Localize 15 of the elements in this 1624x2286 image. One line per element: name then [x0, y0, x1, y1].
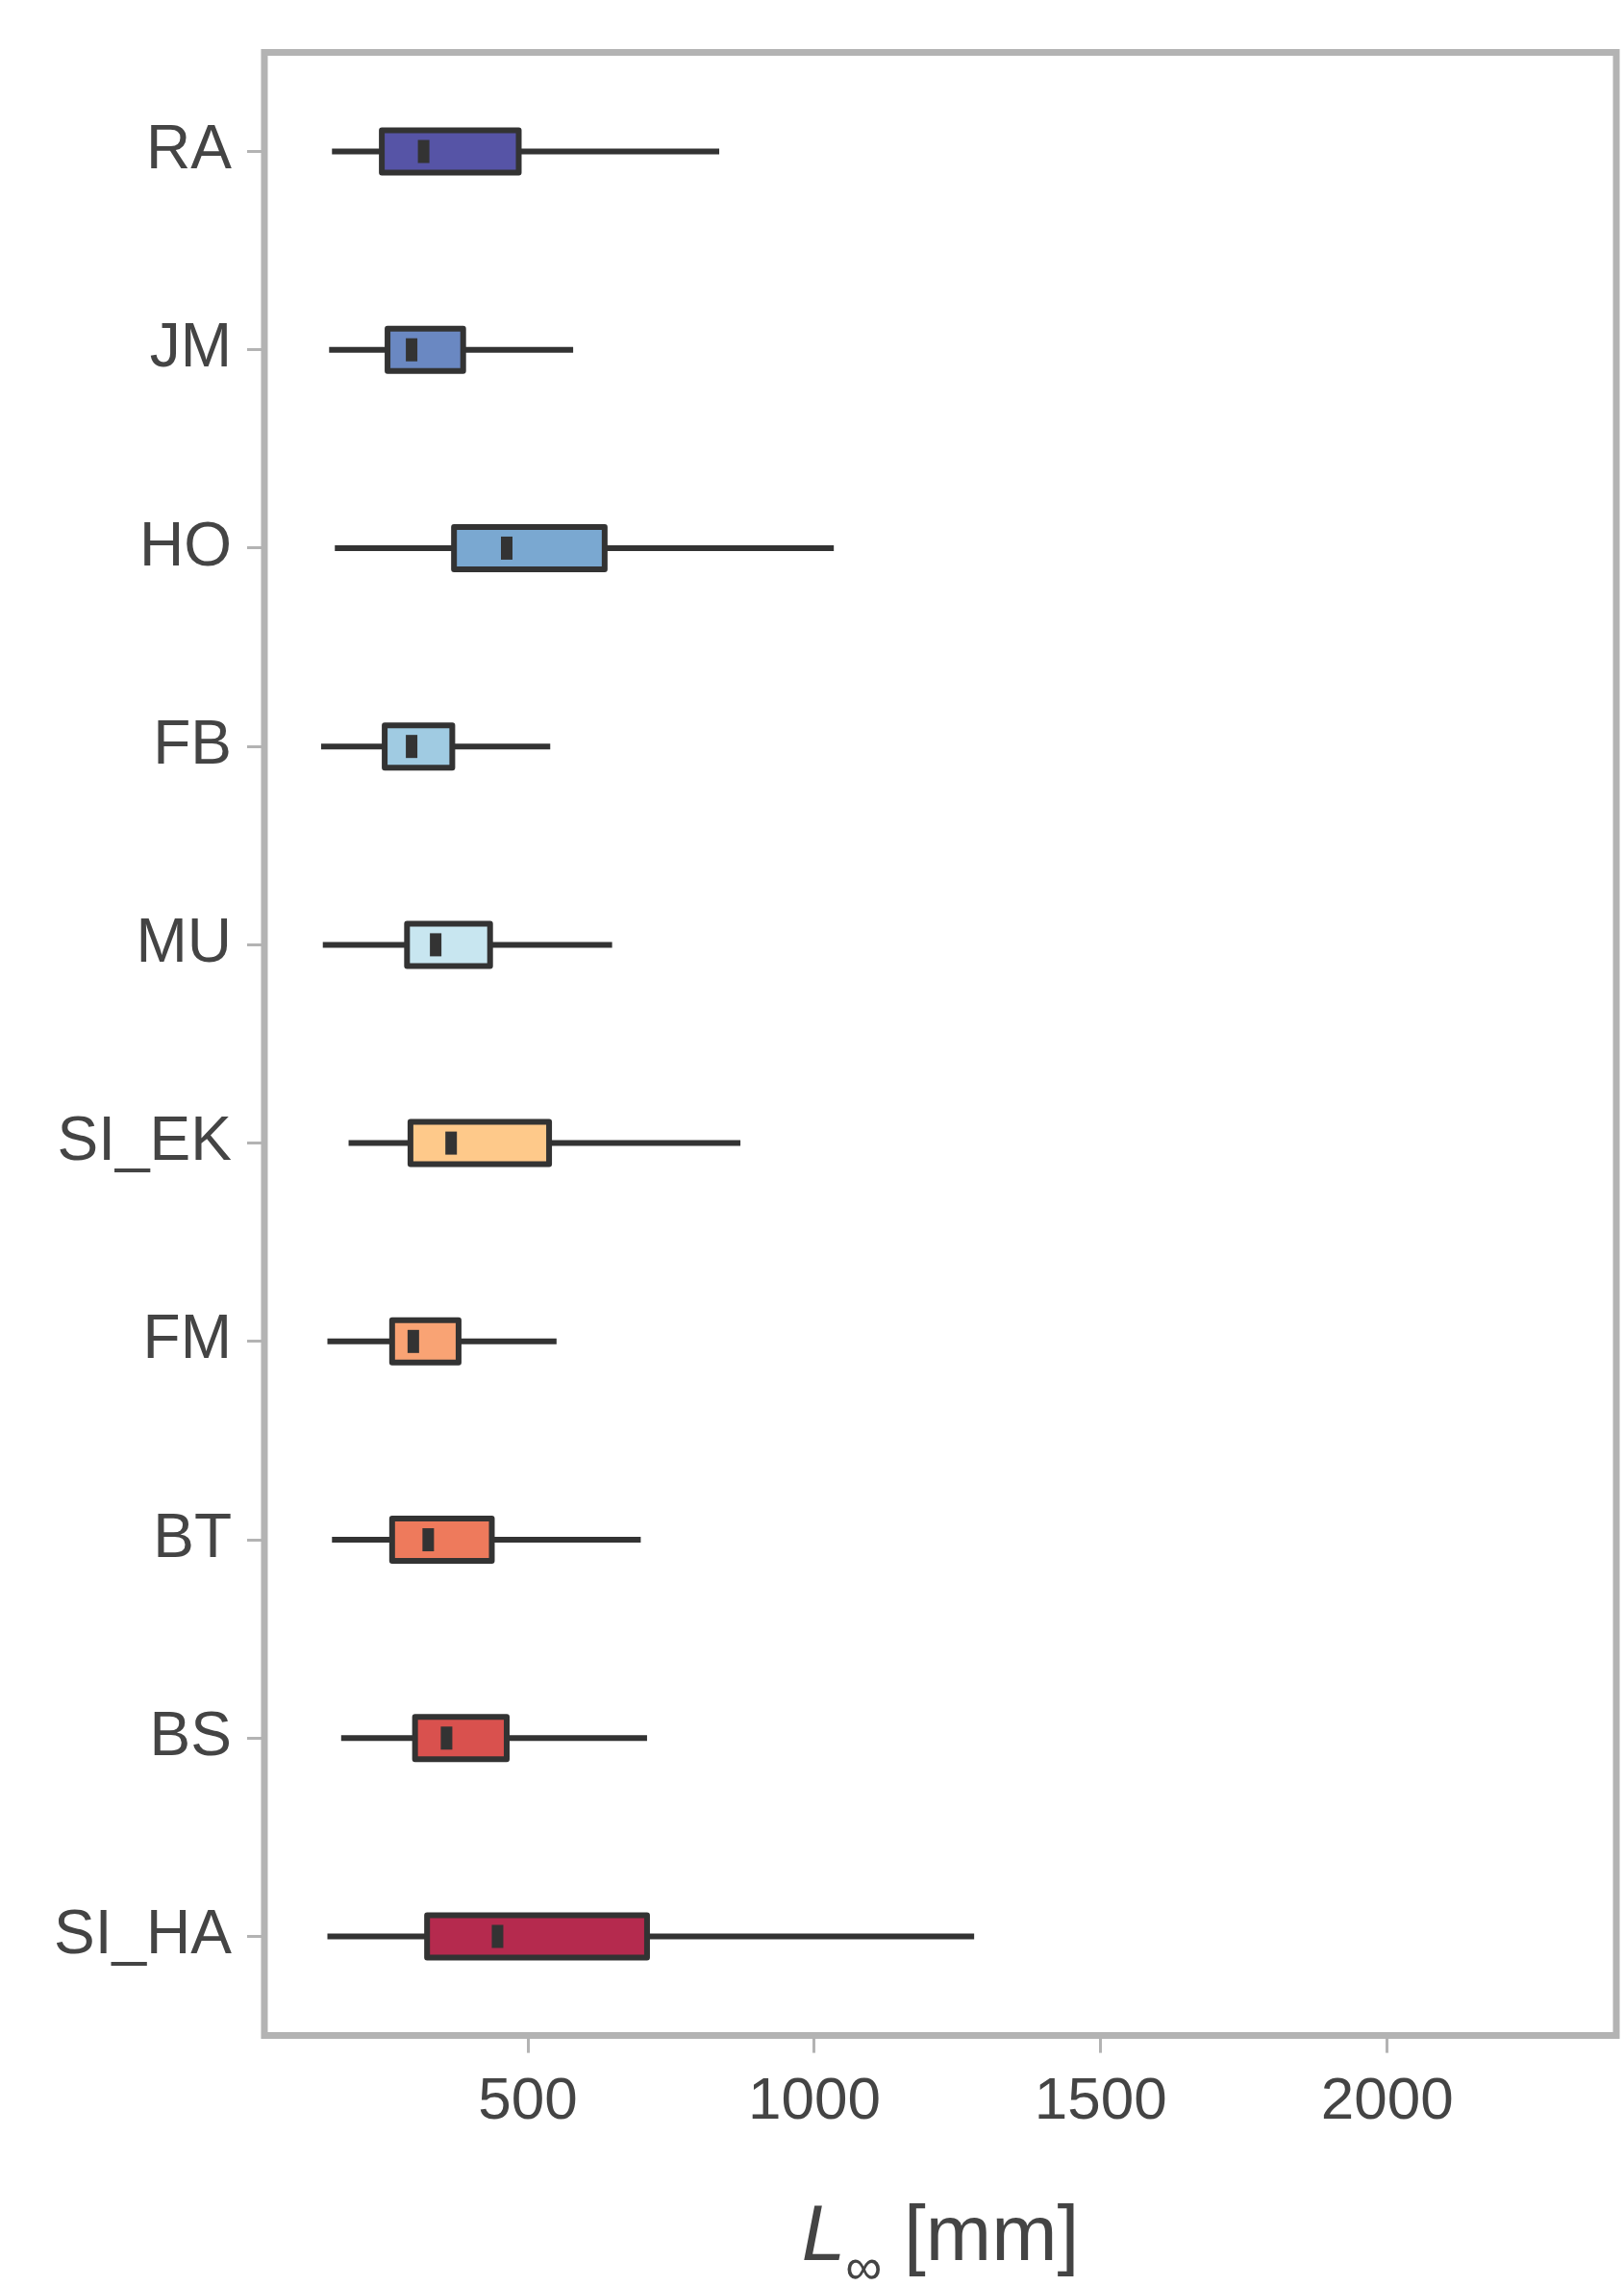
x-tick-label: 2000 [1320, 2064, 1454, 2131]
x-tick-label: 500 [478, 2064, 578, 2131]
y-tick-label: RA [146, 113, 233, 183]
x-axis-title: L∞ [mm] [801, 2189, 1080, 2286]
y-tick-label: JM [149, 311, 232, 381]
x-tick-label: 1500 [1034, 2064, 1167, 2131]
y-tick-label: SI_EK [57, 1104, 232, 1174]
y-tick-label: HO [138, 509, 232, 579]
y-tick-label: BT [153, 1500, 232, 1570]
y-tick-label: BS [149, 1698, 232, 1769]
y-tick-label: SI_HA [54, 1897, 233, 1968]
x-tick-label: 1000 [747, 2064, 881, 2131]
y-tick-label: FM [142, 1302, 232, 1372]
y-tick-label: FB [153, 707, 232, 777]
y-tick-label: MU [136, 906, 232, 976]
